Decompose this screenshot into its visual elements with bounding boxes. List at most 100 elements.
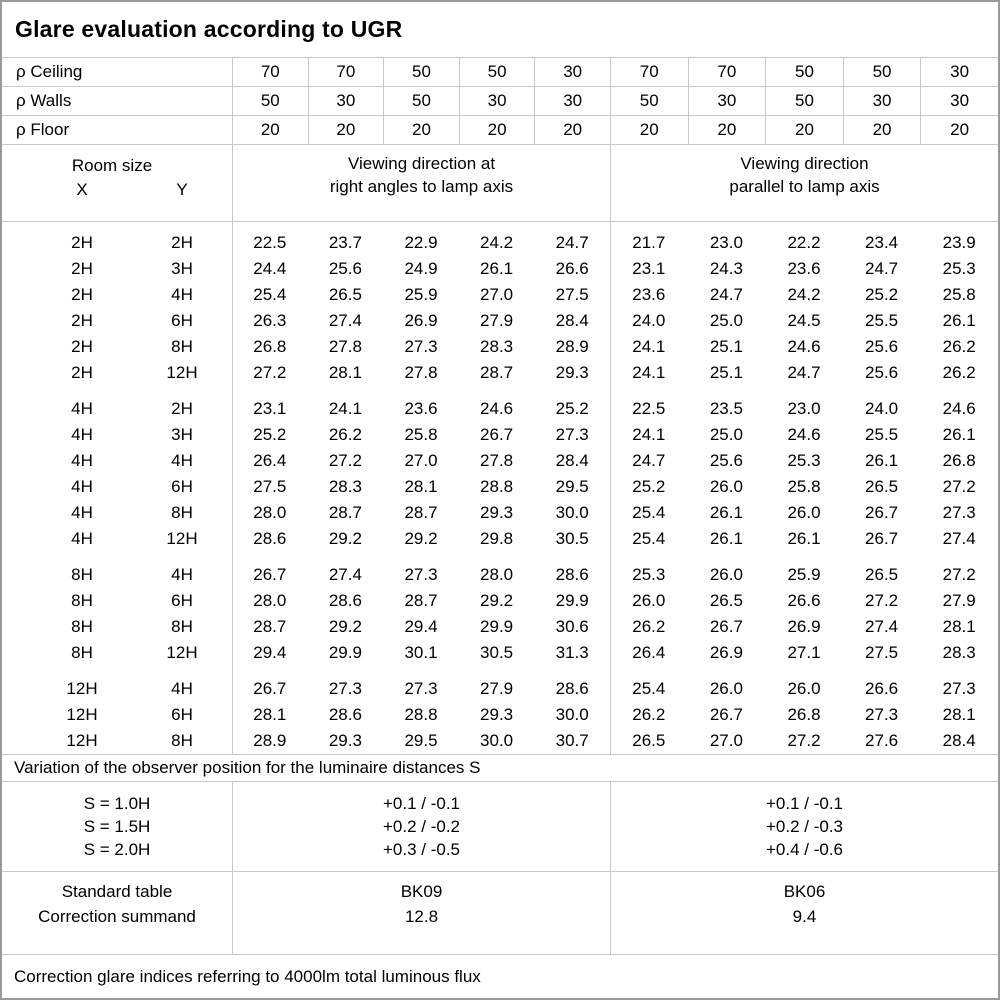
ugr-value-cell: 23.4 — [865, 233, 899, 252]
ugr-value-cell: 27.3 — [942, 503, 976, 522]
ugr-value-cell: 27.5 — [253, 477, 287, 496]
table-row: 4H 6H 27.5 28.3 28.1 28.8 29.5 25.2 26.0 25.8 26.5… — [2, 474, 998, 500]
ugr-value-cell: 26.0 — [709, 477, 743, 496]
ugr-values-right-angles: 28.1 28.6 28.8 29.3 30.0 — [232, 702, 610, 728]
ugr-value-cell: 27.0 — [709, 731, 743, 750]
table-row: 12H 4H 26.7 27.3 27.3 27.9 28.6 25.4 26.0 26.0 26.… — [2, 676, 998, 702]
ugr-value-cell: 28.4 — [555, 311, 589, 330]
ugr-value-cell: 30.7 — [555, 731, 589, 750]
ugr-value-cell: 27.1 — [787, 643, 821, 662]
ugr-value-cell: 24.6 — [480, 399, 514, 418]
ugr-value-cell: 25.1 — [709, 337, 743, 356]
reflectance-value: 50 — [458, 58, 535, 86]
room-y-value: 8H — [171, 617, 193, 636]
ugr-value-cell: 23.0 — [709, 233, 743, 252]
ugr-values-right-angles: 28.6 29.2 29.2 29.8 30.5 — [232, 526, 610, 552]
ugr-value-cell: 26.4 — [253, 451, 287, 470]
ugr-value-cell: 28.0 — [480, 565, 514, 584]
ugr-value-cell: 25.8 — [942, 285, 976, 304]
ugr-value-cell: 27.3 — [942, 679, 976, 698]
ugr-value-cell: 27.3 — [404, 337, 438, 356]
room-y-value: 8H — [171, 337, 193, 356]
reflectance-value: 50 — [765, 58, 843, 86]
ugr-value-cell: 29.2 — [404, 529, 438, 548]
room-size-cell: 2H 2H — [2, 230, 232, 256]
correction-summand-value: 9.4 — [792, 907, 817, 926]
reflectance-row: ρ Floor 20 20 20 20 20 20 20 20 20 20 — [2, 116, 998, 145]
room-size-cell: 8H 8H — [2, 614, 232, 640]
ugr-value-cell: 26.2 — [328, 425, 362, 444]
ugr-values-right-angles: 24.4 25.6 24.9 26.1 26.6 — [232, 256, 610, 282]
room-y-value: 6H — [171, 591, 193, 610]
ugr-value-cell: 25.2 — [865, 285, 899, 304]
ugr-value-cell: 29.3 — [480, 705, 514, 724]
ugr-value-cell: 28.4 — [555, 451, 589, 470]
reflectance-label: ρ Floor — [16, 120, 70, 139]
ugr-value-cell: 29.3 — [328, 731, 362, 750]
room-y-value: 2H — [171, 233, 193, 252]
ugr-value-cell: 25.0 — [709, 311, 743, 330]
ugr-value-cell: 27.3 — [404, 679, 438, 698]
s-distance-labels: S = 1.0H S = 1.5H S = 2.0H — [2, 782, 232, 871]
ugr-value-cell: 28.1 — [942, 705, 976, 724]
room-x-value: 4H — [71, 425, 93, 444]
room-x-value: 2H — [71, 363, 93, 382]
reflectance-value: 70 — [232, 58, 308, 86]
ugr-value-cell: 26.1 — [709, 503, 743, 522]
ugr-value-cell: 27.4 — [865, 617, 899, 636]
s-value: +0.1 / -0.1 — [382, 794, 461, 813]
ugr-value-cell: 24.7 — [709, 285, 743, 304]
ugr-value-cell: 26.5 — [865, 565, 899, 584]
room-x-value: 4H — [71, 451, 93, 470]
room-size-cell: 2H 4H — [2, 282, 232, 308]
room-x-value: 12H — [66, 705, 98, 724]
reflectance-value: 70 — [307, 58, 384, 86]
reflectance-value: 30 — [920, 87, 998, 115]
reflectance-value: 50 — [765, 87, 843, 115]
s-value: +0.2 / -0.2 — [382, 817, 461, 836]
ugr-values-parallel: 26.2 26.7 26.9 27.4 28.1 — [610, 614, 998, 640]
ugr-value-cell: 25.9 — [404, 285, 438, 304]
ugr-value-cell: 29.2 — [480, 591, 514, 610]
reflectance-value: 20 — [609, 116, 688, 144]
ugr-value-cell: 29.9 — [555, 591, 589, 610]
ugr-value-cell: 26.1 — [787, 529, 821, 548]
s-label: S = 1.5H — [83, 817, 151, 836]
ugr-value-cell: 27.8 — [480, 451, 514, 470]
ugr-values-right-angles: 26.7 27.4 27.3 28.0 28.6 — [232, 562, 610, 588]
ugr-values-parallel: 24.1 25.1 24.6 25.6 26.2 — [610, 334, 998, 360]
correction-summand-label: Correction summand — [38, 907, 196, 926]
ugr-value-cell: 24.3 — [709, 259, 743, 278]
room-y-value: 6H — [171, 477, 193, 496]
s-label: S = 1.0H — [83, 794, 151, 813]
standard-table-label: Standard table — [61, 882, 173, 901]
ugr-value-cell: 24.7 — [865, 259, 899, 278]
ugr-value-cell: 24.5 — [787, 311, 821, 330]
ugr-value-cell: 25.2 — [555, 399, 589, 418]
room-x-value: 8H — [71, 643, 93, 662]
ugr-value-cell: 29.5 — [404, 731, 438, 750]
ugr-value-cell: 26.9 — [404, 311, 438, 330]
ugr-value-cell: 30.0 — [555, 503, 589, 522]
room-y-value: 4H — [171, 565, 193, 584]
ugr-value-cell: 26.0 — [787, 679, 821, 698]
ugr-values-parallel: 24.1 25.1 24.7 25.6 26.2 — [610, 360, 998, 386]
ugr-value-cell: 29.8 — [480, 529, 514, 548]
ugr-value-cell: 27.9 — [480, 311, 514, 330]
room-size-direction-header-row: Room size X Y Viewing direction at right… — [2, 145, 998, 222]
ugr-value-cell: 26.7 — [709, 705, 743, 724]
ugr-value-cell: 26.5 — [632, 731, 666, 750]
table-row: 2H 2H 22.5 23.7 22.9 24.2 24.7 21.7 23.0 22.2 23.4… — [2, 230, 998, 256]
ugr-value-cell: 24.6 — [787, 425, 821, 444]
ugr-values-right-angles: 28.0 28.6 28.7 29.2 29.9 — [232, 588, 610, 614]
reflectance-value: 30 — [534, 58, 610, 86]
ugr-value-cell: 25.5 — [865, 311, 899, 330]
reflectance-value: 30 — [920, 58, 998, 86]
room-size-header-cell: Room size X Y — [2, 145, 232, 221]
ugr-value-cell: 26.0 — [632, 591, 666, 610]
ugr-value-cell: 24.9 — [404, 259, 438, 278]
reflectance-value: 20 — [232, 116, 308, 144]
ugr-value-cell: 26.0 — [709, 565, 743, 584]
summary-section: Standard table Correction summand BK09 1… — [2, 872, 998, 955]
